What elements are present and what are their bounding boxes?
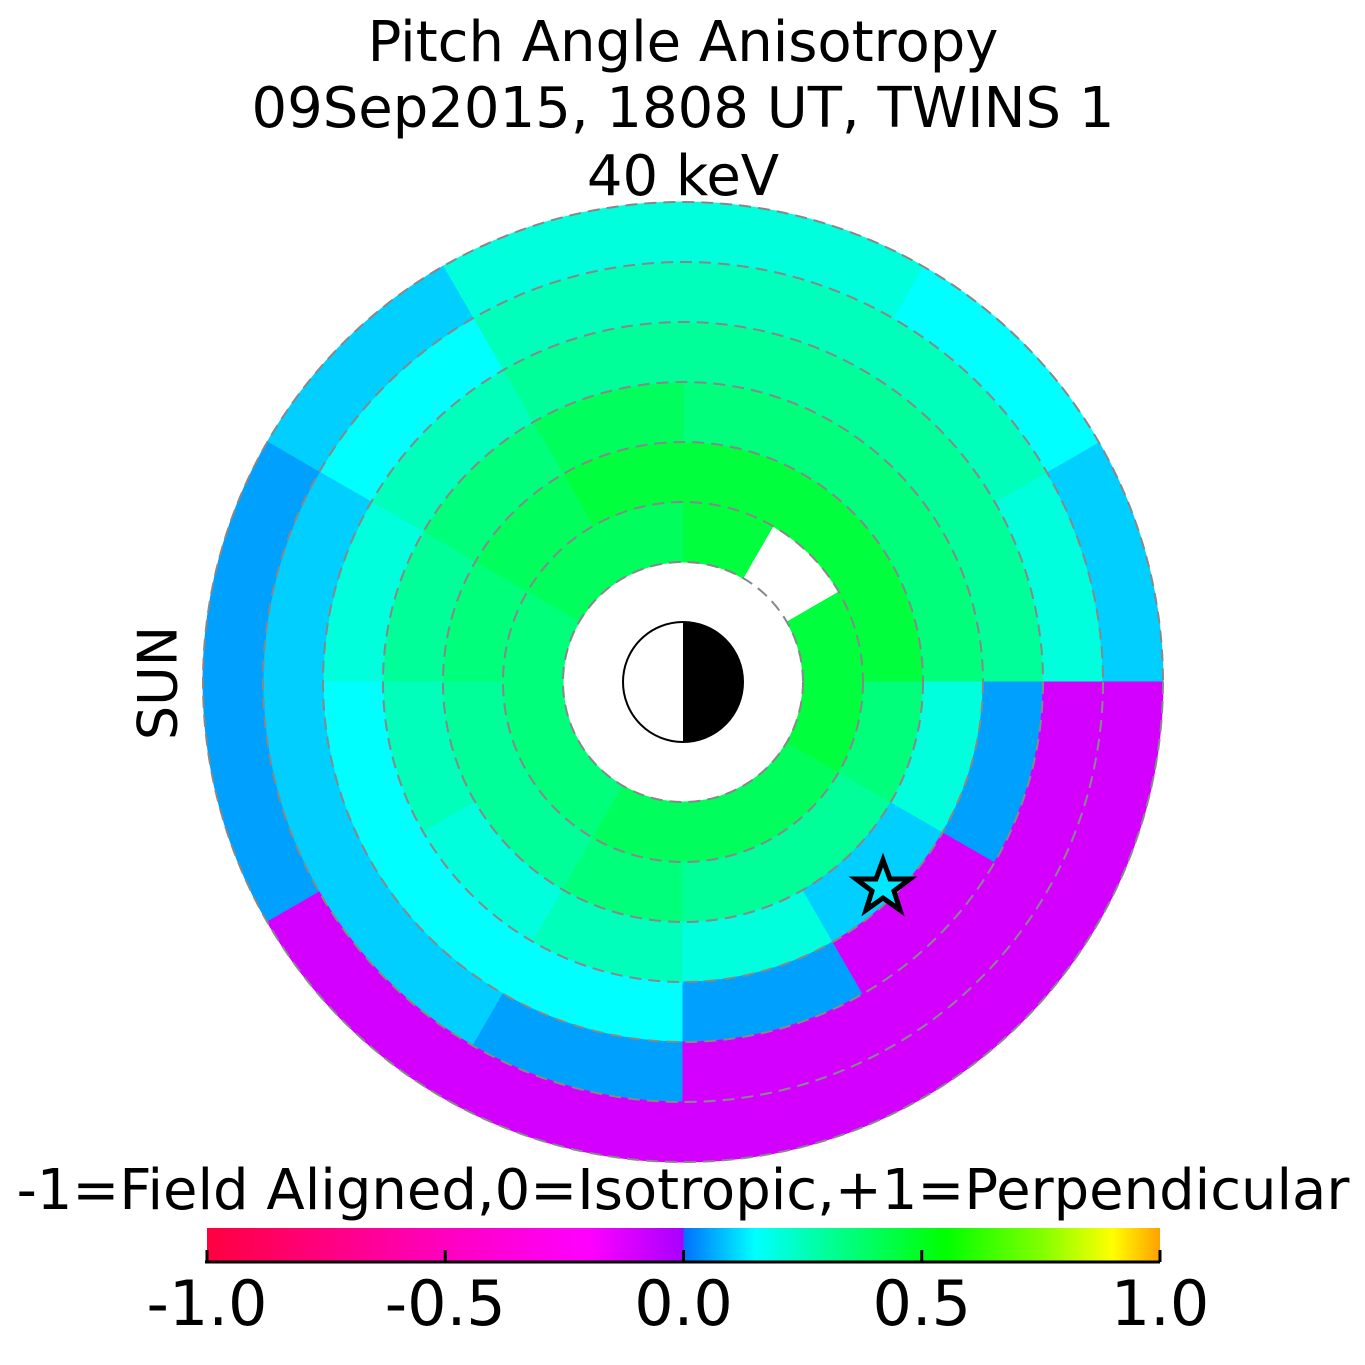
colorbar-axis: -1.0 -0.5 0.0 0.5 1.0 <box>147 1250 1210 1340</box>
tick-label: 0.0 <box>634 1267 733 1340</box>
tick-label: 1.0 <box>1111 1267 1210 1340</box>
tick-label: -0.5 <box>385 1267 506 1340</box>
title: 09Sep2015, 1808 UT, TWINS 1 <box>252 76 1115 141</box>
sun-label: SUN <box>127 626 190 740</box>
colorbar-label: -1=Field Aligned,0=Isotropic,+1=Perpendi… <box>17 1158 1351 1223</box>
grid <box>202 201 1164 1163</box>
title: 40 keV <box>587 144 779 209</box>
map <box>202 201 1164 1163</box>
grid-circle <box>562 561 804 803</box>
title: Pitch Angle Anisotropy <box>368 10 999 75</box>
grid-circle <box>322 321 1044 1043</box>
grid-circle <box>502 501 864 863</box>
grid-circle <box>382 381 984 983</box>
tick-label: -1.0 <box>147 1267 268 1340</box>
grid-circle <box>262 261 1104 1103</box>
grid-circle <box>442 441 924 923</box>
tick-label: 0.5 <box>872 1267 971 1340</box>
grid-circle <box>202 201 1164 1163</box>
earth <box>622 621 744 743</box>
star-marker <box>848 852 918 917</box>
